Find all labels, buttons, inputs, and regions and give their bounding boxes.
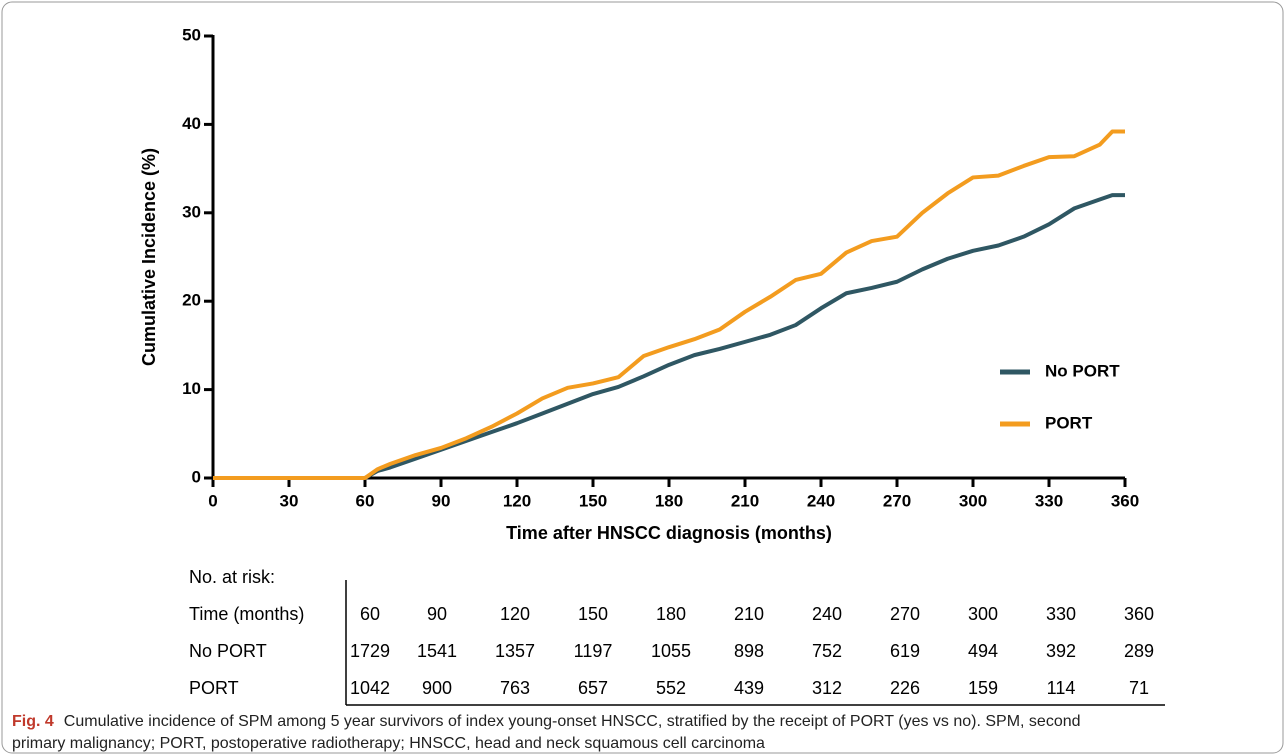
risk-time: 300 bbox=[968, 604, 998, 624]
x-tick-label: 90 bbox=[432, 491, 451, 510]
risk-count: 1729 bbox=[350, 641, 390, 661]
series-line bbox=[213, 193, 1125, 480]
x-tick-label: 210 bbox=[731, 491, 759, 510]
risk-time: 180 bbox=[656, 604, 686, 624]
legend-label: PORT bbox=[1045, 413, 1093, 432]
risk-time: 330 bbox=[1046, 604, 1076, 624]
risk-count: 898 bbox=[734, 641, 764, 661]
risk-time: 210 bbox=[734, 604, 764, 624]
x-axis-label: Time after HNSCC diagnosis (months) bbox=[506, 523, 832, 543]
caption-label: Fig. 4 bbox=[12, 713, 54, 730]
x-tick-label: 0 bbox=[208, 491, 217, 510]
series-line bbox=[213, 129, 1125, 480]
risk-count: 1541 bbox=[417, 641, 457, 661]
risk-time: 240 bbox=[812, 604, 842, 624]
risk-count: 1042 bbox=[350, 678, 390, 698]
x-tick-label: 30 bbox=[280, 491, 299, 510]
y-tick-label: 0 bbox=[192, 467, 201, 486]
risk-count: 114 bbox=[1047, 678, 1076, 698]
risk-count: 619 bbox=[890, 641, 920, 661]
risk-header: Time (months) bbox=[189, 604, 304, 624]
x-tick-label: 240 bbox=[807, 491, 835, 510]
x-tick-label: 360 bbox=[1111, 491, 1139, 510]
risk-count: 159 bbox=[968, 678, 998, 698]
risk-count: 1357 bbox=[495, 641, 535, 661]
risk-time: 60 bbox=[360, 604, 380, 624]
x-tick-label: 330 bbox=[1035, 491, 1063, 510]
risk-count: 71 bbox=[1129, 678, 1149, 698]
caption-text: Cumulative incidence of SPM among 5 year… bbox=[64, 713, 1081, 730]
risk-time: 270 bbox=[890, 604, 920, 624]
risk-count: 752 bbox=[812, 641, 842, 661]
caption: Fig. 4 Cumulative incidence of SPM among … bbox=[12, 713, 1081, 730]
risk-count: 763 bbox=[500, 678, 530, 698]
x-tick-label: 180 bbox=[655, 491, 683, 510]
risk-count: 289 bbox=[1124, 641, 1154, 661]
y-tick-label: 20 bbox=[182, 291, 201, 310]
risk-row-label: No PORT bbox=[189, 641, 267, 661]
legend-label: No PORT bbox=[1045, 361, 1120, 380]
caption-text: primary malignancy; PORT, postoperative … bbox=[12, 735, 765, 752]
x-tick-label: 120 bbox=[503, 491, 531, 510]
y-tick-label: 30 bbox=[182, 202, 201, 221]
x-tick-label: 270 bbox=[883, 491, 911, 510]
risk-count: 494 bbox=[968, 641, 998, 661]
risk-time: 150 bbox=[578, 604, 608, 624]
x-tick-label: 150 bbox=[579, 491, 607, 510]
risk-count: 392 bbox=[1046, 641, 1076, 661]
x-tick-label: 60 bbox=[356, 491, 375, 510]
risk-count: 1055 bbox=[651, 641, 691, 661]
risk-count: 657 bbox=[578, 678, 608, 698]
y-tick-label: 10 bbox=[182, 379, 201, 398]
risk-time: 90 bbox=[427, 604, 447, 624]
risk-count: 439 bbox=[734, 678, 764, 698]
risk-title: No. at risk: bbox=[189, 567, 275, 587]
x-tick-label: 300 bbox=[959, 491, 987, 510]
risk-row-label: PORT bbox=[189, 678, 239, 698]
y-tick-label: 50 bbox=[182, 25, 201, 44]
risk-time: 120 bbox=[500, 604, 530, 624]
risk-count: 226 bbox=[890, 678, 920, 698]
risk-time: 360 bbox=[1124, 604, 1154, 624]
risk-count: 312 bbox=[812, 678, 842, 698]
risk-count: 900 bbox=[422, 678, 452, 698]
risk-count: 552 bbox=[656, 678, 686, 698]
y-axis-label: Cumulative Incidence (%) bbox=[139, 148, 159, 366]
y-tick-label: 40 bbox=[182, 114, 201, 133]
risk-count: 1197 bbox=[574, 641, 613, 661]
